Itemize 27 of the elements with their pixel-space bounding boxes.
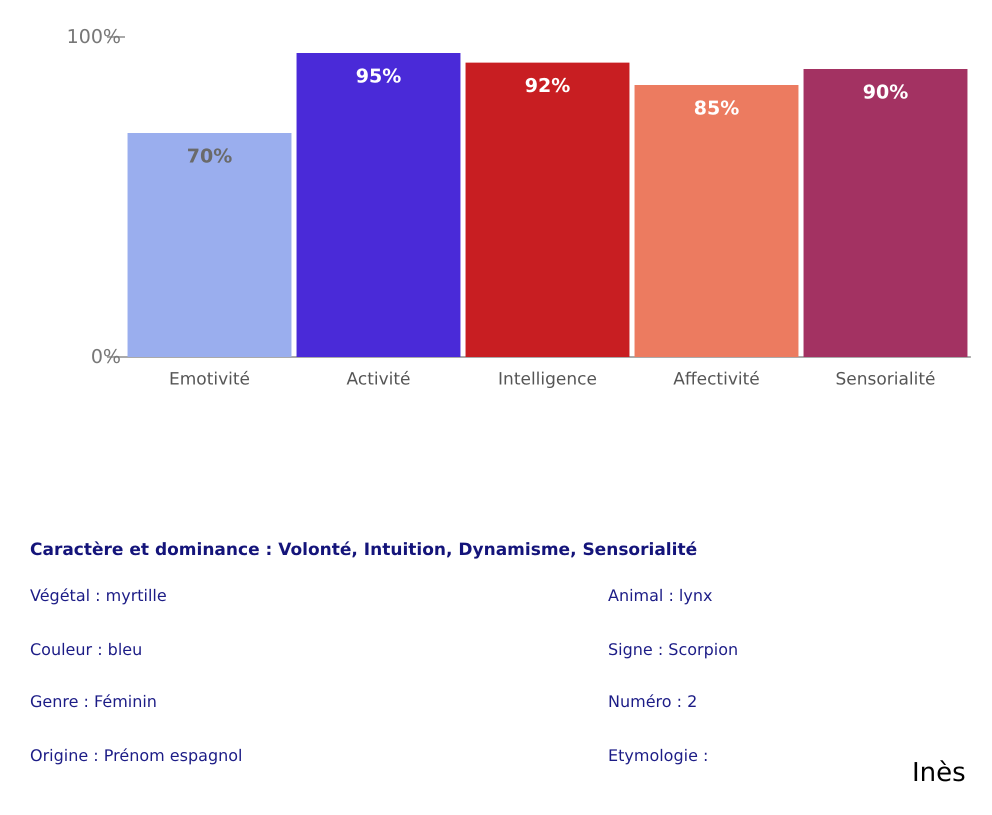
text: Végétal : myrtille bbox=[30, 586, 167, 605]
text: Genre : Féminin bbox=[30, 692, 157, 711]
data-label: 85% bbox=[694, 98, 740, 120]
text: Numéro : 2 bbox=[608, 692, 698, 711]
data-label: 92% bbox=[524, 75, 570, 98]
x-tick-label: Emotivité bbox=[169, 370, 250, 390]
text: Signe : Scorpion bbox=[608, 640, 738, 659]
x-tick-label: Sensorialité bbox=[836, 370, 936, 390]
text: Etymologie : bbox=[608, 746, 708, 765]
text: Animal : lynx bbox=[608, 586, 712, 605]
text: Caractère et dominance : Volonté, Intuition, Dynamisme, Sensorialité bbox=[30, 540, 698, 560]
bar bbox=[634, 85, 798, 357]
data-label: 95% bbox=[356, 66, 402, 88]
x-tick-label: Intelligence bbox=[498, 370, 597, 390]
data-label: 70% bbox=[186, 146, 232, 168]
bar bbox=[466, 62, 630, 357]
text: Inès bbox=[912, 758, 966, 788]
bar bbox=[804, 69, 968, 357]
bar bbox=[296, 53, 460, 357]
x-tick-label: Affectivité bbox=[673, 370, 760, 390]
x-tick-label: Activité bbox=[346, 370, 410, 390]
y-tick-label: 100% bbox=[66, 26, 121, 48]
data-label: 90% bbox=[862, 82, 908, 104]
bar bbox=[128, 133, 292, 357]
y-tick-label: 0% bbox=[90, 346, 121, 368]
text: Origine : Prénom espagnol bbox=[30, 746, 242, 765]
text: Couleur : bleu bbox=[30, 640, 142, 659]
